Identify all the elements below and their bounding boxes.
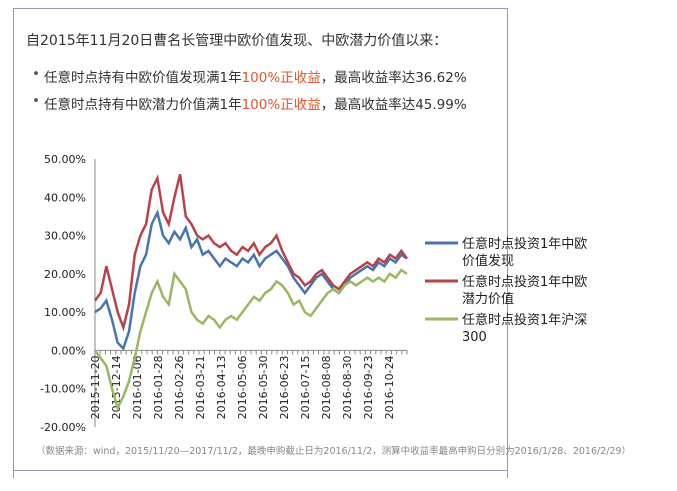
x-tick-label: 2016-08-30 bbox=[341, 355, 354, 419]
x-tick-label: 2016-09-23 bbox=[362, 355, 375, 419]
x-tick-label: 2016-04-13 bbox=[215, 355, 228, 419]
series-line bbox=[94, 208, 408, 351]
intro-text: 自2015年11月20日曹名长管理中欧价值发现、中欧潜力价值以来： bbox=[26, 33, 448, 49]
x-tick-label: 2015-11-20 bbox=[89, 355, 102, 419]
legend-label: 任意时点投资1年中欧潜力价值 bbox=[462, 274, 587, 307]
series-line bbox=[93, 268, 408, 412]
x-tick-label: 2016-10-24 bbox=[383, 355, 396, 419]
source-note: （数据来源：wind，2015/11/20—2017/11/2，最晚申购截止日为… bbox=[36, 446, 632, 457]
bullet-2: 任意时点持有中欧潜力价值满1年100%正收益，最高收益率达45.99% bbox=[32, 93, 467, 113]
frame-bottom bbox=[14, 470, 507, 471]
x-tick-label: 2016-02-26 bbox=[173, 355, 186, 419]
y-tick-label: -10.00% bbox=[40, 383, 86, 396]
x-tick-label: 2016-03-21 bbox=[194, 355, 207, 419]
x-tick-label: 2016-06-23 bbox=[278, 355, 291, 419]
frame-right bbox=[507, 8, 508, 478]
line-chart: 50.00% 40.00% 30.00% 20.00% 10.00% 0.00% -10.0… bbox=[40, 153, 587, 434]
x-tick-label: 2016-01-06 bbox=[131, 355, 144, 419]
y-tick-label: 20.00% bbox=[44, 268, 86, 281]
y-tick-label: 30.00% bbox=[44, 230, 86, 243]
bullet-1: 任意时点持有中欧价值发现满1年100%正收益，最高收益率达36.62% bbox=[32, 66, 467, 86]
frame-top bbox=[14, 8, 507, 9]
y-tick-label: 0.00% bbox=[51, 344, 86, 357]
x-tick-label: 2016-08-08 bbox=[320, 355, 333, 419]
x-tick-label: 2016-07-15 bbox=[299, 355, 312, 419]
series-line bbox=[93, 174, 409, 332]
x-tick-label: 2016-05-30 bbox=[257, 355, 270, 419]
x-tick-label: 2016-01-28 bbox=[152, 355, 165, 419]
legend-label: 任意时点投资1年中欧价值发现 bbox=[462, 236, 587, 269]
x-tick-label: 2016-05-06 bbox=[236, 355, 249, 419]
y-tick-label: 40.00% bbox=[44, 191, 86, 204]
legend-label: 任意时点投资1年沪深 300 bbox=[462, 312, 587, 345]
y-tick-label: 10.00% bbox=[44, 306, 86, 319]
frame-left bbox=[13, 8, 14, 478]
y-tick-label: 50.00% bbox=[44, 153, 86, 166]
y-tick-label: -20.00% bbox=[40, 421, 86, 434]
